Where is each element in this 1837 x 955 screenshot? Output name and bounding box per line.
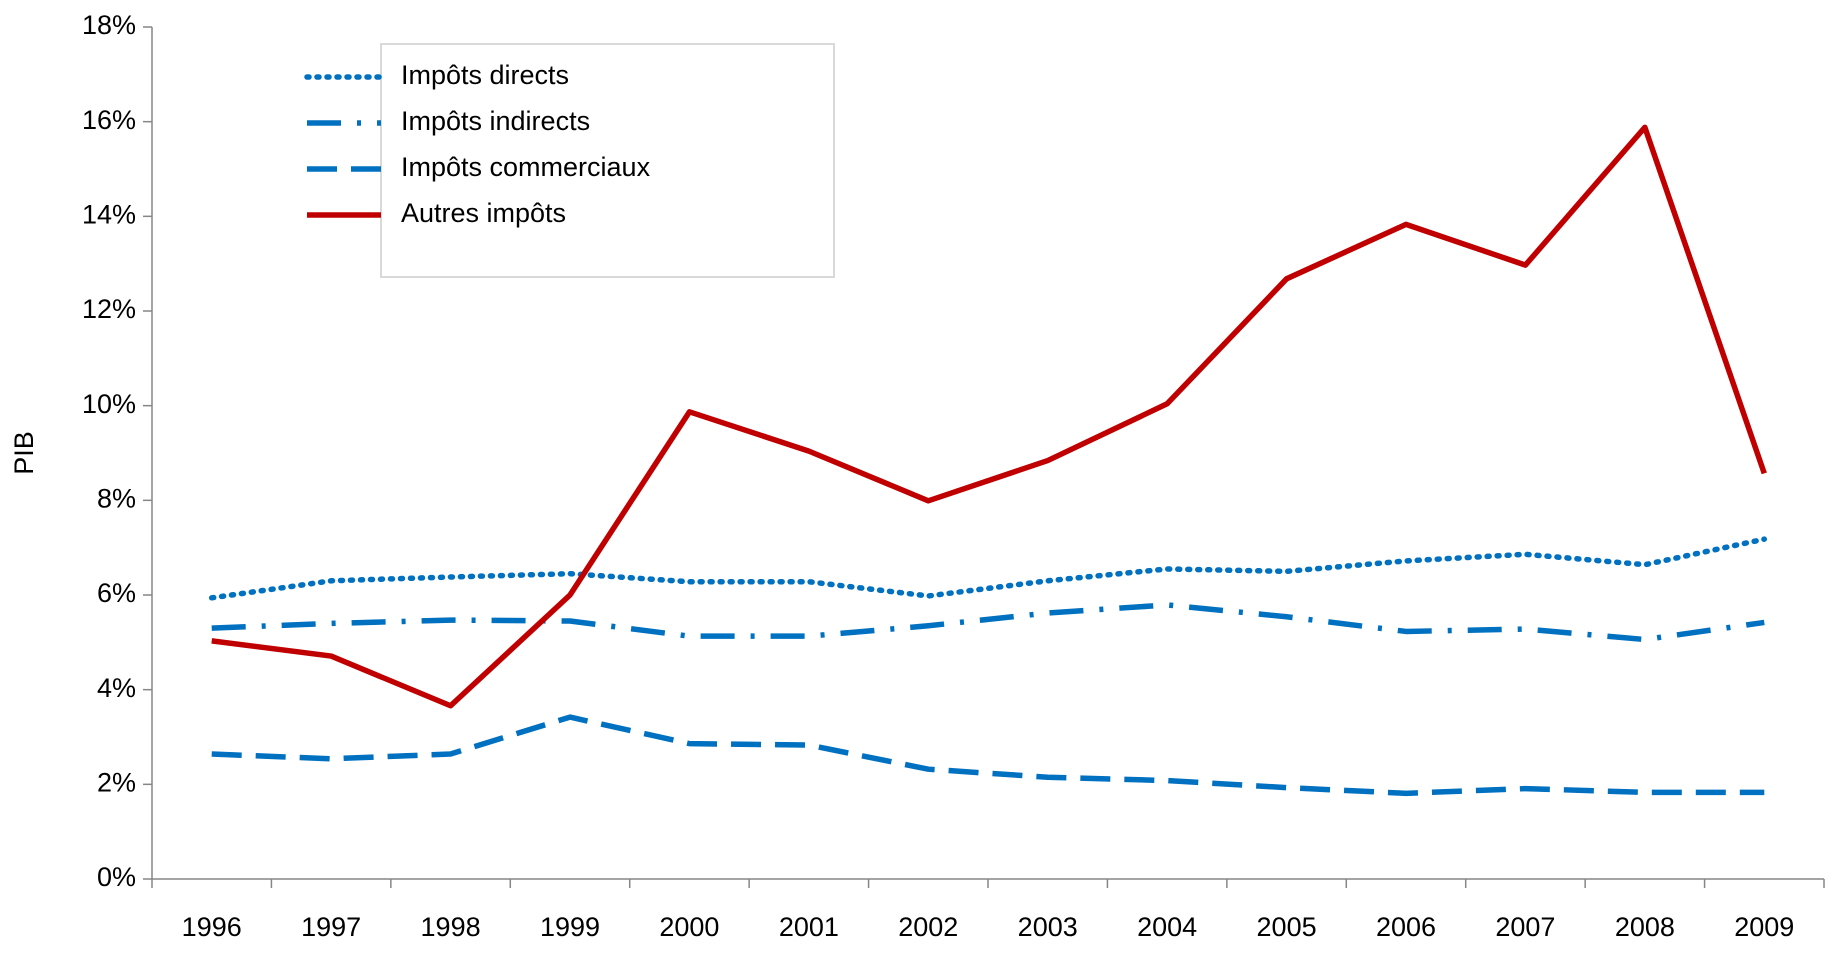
x-tick-label: 2005 (1257, 912, 1317, 942)
y-tick-label: 10% (82, 389, 136, 419)
x-tick-label: 2007 (1495, 912, 1555, 942)
series-line (211, 714, 1765, 797)
legend-label: Impôts commerciaux (401, 152, 651, 182)
y-tick-label: 14% (82, 199, 136, 229)
x-tick-label: 2003 (1018, 912, 1078, 942)
series-line (211, 602, 1765, 643)
y-tick-label: 6% (97, 578, 136, 608)
x-tick-label: 1998 (421, 912, 481, 942)
series-line (208, 536, 1768, 601)
y-tick-label: 0% (97, 862, 136, 892)
x-tick-label: 2000 (659, 912, 719, 942)
y-axis-label: PIB (9, 431, 39, 475)
x-tick-label: 2009 (1734, 912, 1794, 942)
legend-label: Autres impôts (401, 198, 566, 228)
x-tick-label: 1997 (301, 912, 361, 942)
x-tick-label: 2006 (1376, 912, 1436, 942)
x-tick-label: 1999 (540, 912, 600, 942)
x-tick-label: 2004 (1137, 912, 1197, 942)
legend-label: Impôts indirects (401, 106, 590, 136)
legend-label: Impôts directs (401, 60, 569, 90)
y-tick-label: 8% (97, 483, 136, 513)
legend-box (380, 43, 835, 278)
y-tick-label: 16% (82, 105, 136, 135)
x-tick-label: 2001 (779, 912, 839, 942)
y-tick-label: 18% (82, 10, 136, 40)
y-tick-label: 2% (97, 767, 136, 797)
x-tick-label: 2002 (898, 912, 958, 942)
y-tick-label: 4% (97, 673, 136, 703)
x-tick-label: 1996 (182, 912, 242, 942)
x-tick-label: 2008 (1615, 912, 1675, 942)
series-line (211, 124, 1767, 709)
y-tick-label: 12% (82, 294, 136, 324)
